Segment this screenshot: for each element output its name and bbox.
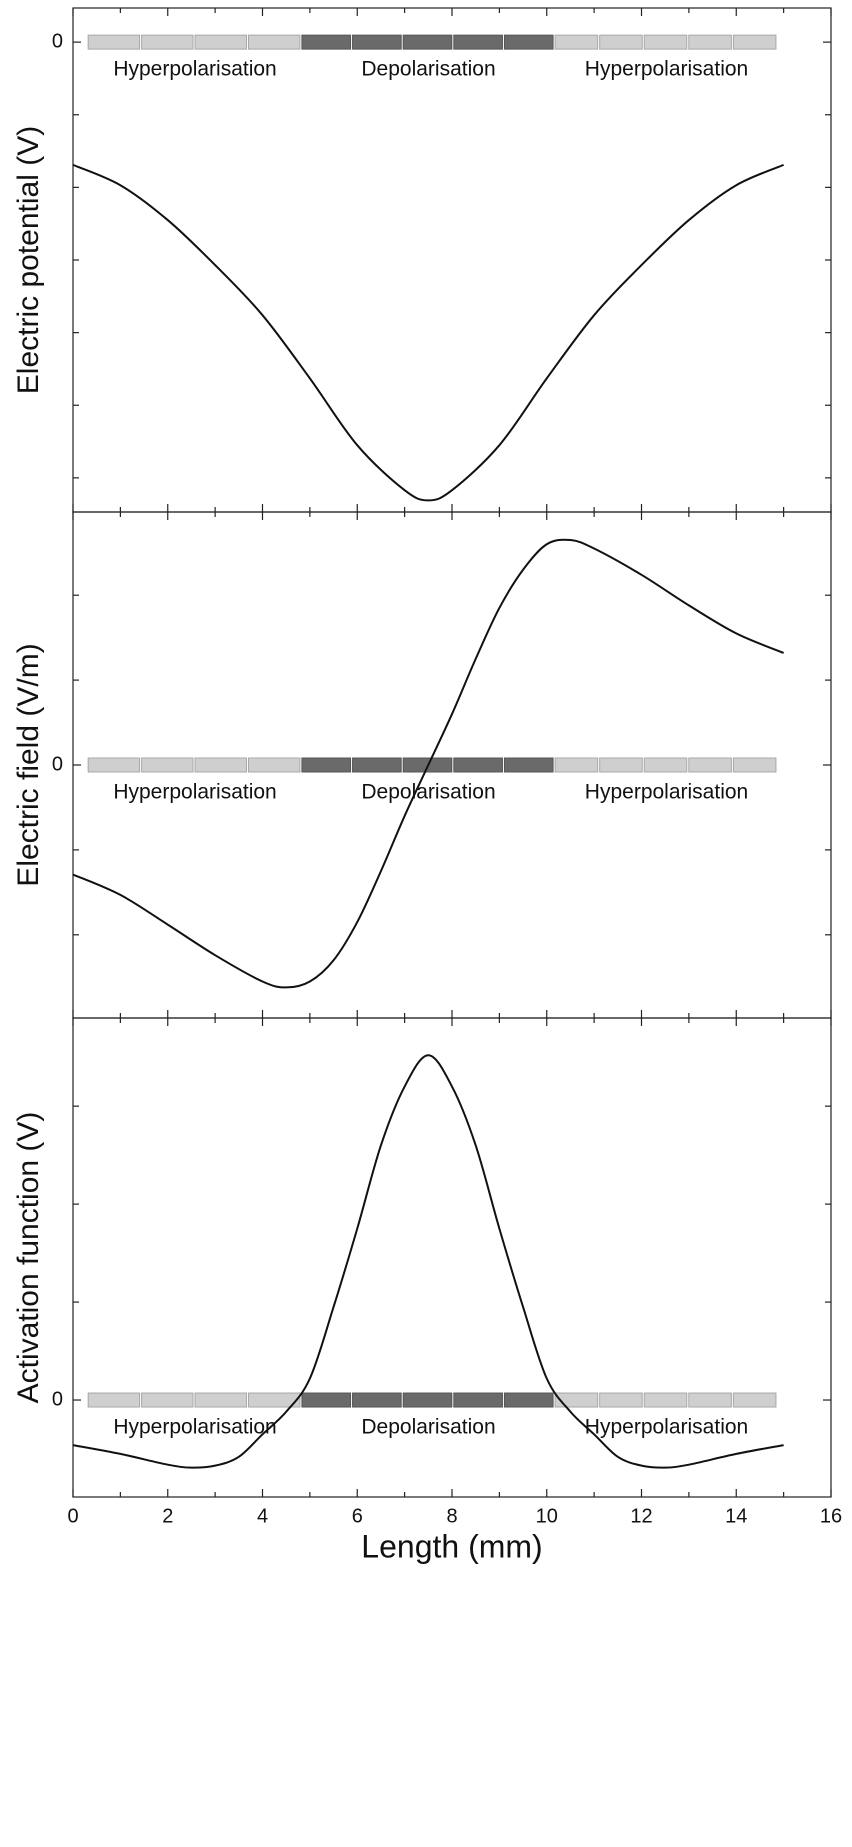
data-line — [72, 1054, 784, 1469]
electrode-segment — [87, 757, 141, 773]
electrode-segment — [732, 34, 777, 50]
electrode-segment — [599, 34, 643, 50]
electrode-segment — [503, 1392, 554, 1408]
electrode-segment — [688, 34, 732, 50]
x-tick-label: 16 — [820, 1505, 842, 1527]
annotation: Hyperpolarisation — [113, 58, 276, 81]
electrode-segment — [87, 1392, 141, 1408]
electrode-segment — [141, 34, 194, 50]
y-tick-label: 0 — [52, 1388, 63, 1410]
electrode-segment — [247, 34, 301, 50]
electrode-segment — [453, 34, 503, 50]
x-tick-label: 12 — [630, 1505, 652, 1527]
electrode-segment — [352, 757, 402, 773]
y-tick-label: 0 — [52, 30, 63, 52]
y-axis-title: Electric potential (V) — [12, 126, 45, 394]
electrode-segment — [247, 757, 301, 773]
electrode-segment — [599, 1392, 643, 1408]
electrode-segment — [688, 1392, 732, 1408]
y-axis-title: Activation function (V) — [12, 1112, 45, 1404]
annotation: Hyperpolarisation — [113, 1416, 276, 1439]
electrode-segment — [247, 1392, 301, 1408]
y-tick-label: 0 — [52, 753, 63, 775]
electrode-segment — [732, 757, 777, 773]
annotation: Depolarisation — [361, 781, 495, 804]
electrode-segment — [688, 757, 732, 773]
x-tick-label: 4 — [257, 1505, 268, 1527]
electrode-segment — [301, 34, 352, 50]
annotation: Depolarisation — [361, 1416, 495, 1439]
electrode-segment — [352, 34, 402, 50]
electrode-segment — [194, 1392, 247, 1408]
electrode-segment — [503, 757, 554, 773]
electrode-segment — [643, 757, 688, 773]
annotation: Hyperpolarisation — [585, 781, 748, 804]
electrode-segment — [352, 1392, 402, 1408]
x-tick-label: 2 — [162, 1505, 173, 1527]
electrode-segment — [402, 1392, 453, 1408]
electrode-segment — [402, 34, 453, 50]
annotation: Hyperpolarisation — [113, 781, 276, 804]
electrode-segment — [301, 1392, 352, 1408]
electrode-segment — [554, 34, 599, 50]
electrode-segment — [194, 34, 247, 50]
annotation: Hyperpolarisation — [585, 58, 748, 81]
data-line — [72, 538, 785, 989]
electrode-segment — [301, 757, 352, 773]
x-axis-title: Length (mm) — [361, 1528, 542, 1564]
electrode-segment — [141, 757, 194, 773]
electrode-segment — [453, 757, 503, 773]
electrode-segment — [141, 1392, 194, 1408]
x-tick-label: 8 — [446, 1505, 457, 1527]
electrode-segment — [732, 1392, 777, 1408]
electrode-segment — [554, 1392, 599, 1408]
x-tick-label: 14 — [725, 1505, 747, 1527]
electrode-segment — [599, 757, 643, 773]
x-tick-label: 10 — [536, 1505, 558, 1527]
data-line — [72, 163, 785, 502]
electrode-segment — [453, 1392, 503, 1408]
x-tick-label: 6 — [352, 1505, 363, 1527]
electrode-segment — [87, 34, 141, 50]
annotation: Depolarisation — [361, 58, 495, 81]
electrode-segment — [643, 34, 688, 50]
x-tick-label: 0 — [67, 1505, 78, 1527]
electrode-segment — [194, 757, 247, 773]
y-axis-title: Electric field (V/m) — [12, 643, 45, 886]
electrode-segment — [503, 34, 554, 50]
electrode-segment — [554, 757, 599, 773]
annotation: Hyperpolarisation — [585, 1416, 748, 1439]
plot-frame — [72, 7, 832, 513]
electrode-segment — [643, 1392, 688, 1408]
